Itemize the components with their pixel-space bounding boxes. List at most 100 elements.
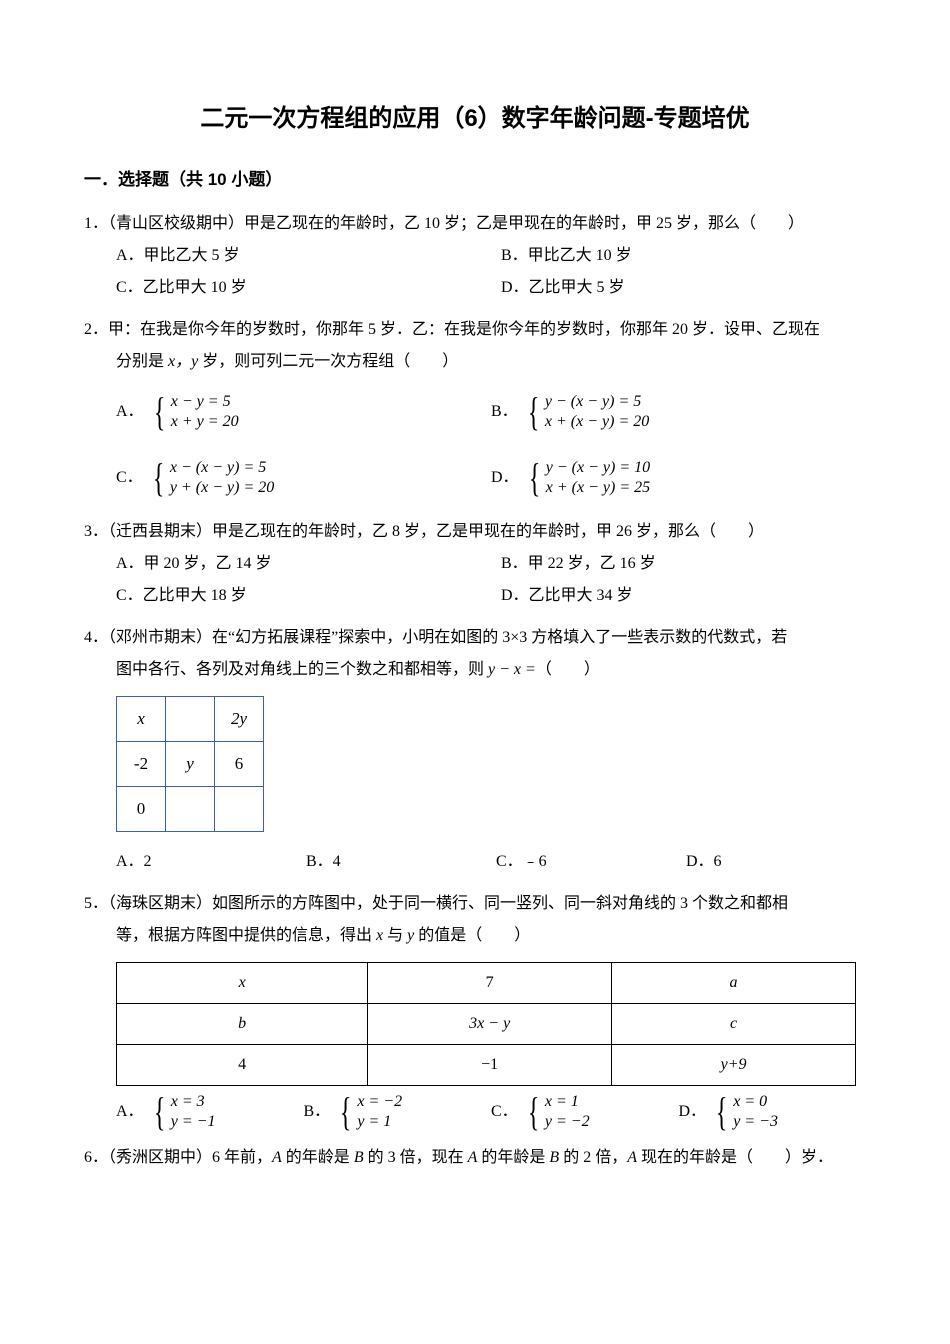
q5-options: A． { x = 3 y = −1 B． { x = −2 y = 1 C． [84, 1092, 866, 1132]
q5-mid: 与 [383, 927, 407, 944]
eq-line: y − (x − y) = 10 [546, 458, 650, 478]
table-row: -2 y 6 [117, 741, 264, 786]
grid-cell: 2y [215, 696, 264, 741]
eq-line: x + (x − y) = 25 [546, 478, 650, 498]
q5-opt-d: D． { x = 0 y = −3 [679, 1092, 867, 1132]
q6-pre: 6．（秀洲区期中）6 年前， [84, 1149, 272, 1166]
eq-line: y = −2 [545, 1112, 590, 1132]
table-row: 4 −1 y+9 [117, 1044, 856, 1085]
eq-line: x + y = 20 [171, 412, 239, 432]
left-brace-icon: { [153, 392, 165, 432]
equation-system: { y − (x − y) = 10 x + (x − y) = 25 [525, 458, 651, 498]
eq-line: x = 3 [171, 1092, 216, 1112]
table-row: 0 [117, 786, 264, 831]
grid-cell [215, 786, 264, 831]
q5-table: x 7 a b 3x − y c 4 −1 y+9 [116, 962, 856, 1086]
q5-c-label: C． [491, 1096, 518, 1128]
q2-b-label: B． [491, 396, 518, 428]
left-brace-icon: { [528, 1092, 540, 1132]
q2-stem-line2: 分别是 x，y 岁，则可列二元一次方程组（ ） [84, 346, 866, 378]
q6-tail: 岁． [801, 1149, 833, 1166]
table-row: x 2y [117, 696, 264, 741]
grid-cell: -2 [117, 741, 166, 786]
left-brace-icon: { [153, 1092, 165, 1132]
q1-stem: 1．（青山区校级期中）甲是乙现在的年龄时，乙 10 岁；乙是甲现在的年龄时，甲 … [84, 208, 866, 240]
q6-A3: A [627, 1149, 637, 1166]
equation-system: { x = 0 y = −3 [712, 1092, 778, 1132]
q3-opt-b: B．甲 22 岁，乙 16 岁 [501, 548, 866, 580]
q6-mid3: 的年龄是 [477, 1149, 549, 1166]
q2-opt-b: B． { y − (x − y) = 5 x + (x − y) = 20 [491, 392, 866, 432]
equation-system: { x − y = 5 x + y = 20 [150, 392, 239, 432]
eq-line: y = −1 [171, 1112, 216, 1132]
table-row: x 7 a [117, 962, 856, 1003]
q2-opt-c: C． { x − (x − y) = 5 y + (x − y) = 20 [116, 458, 491, 498]
left-brace-icon: { [528, 458, 540, 498]
q6-mid4: 的 2 倍， [559, 1149, 627, 1166]
q5-a-label: A． [116, 1096, 144, 1128]
system-lines: x = 3 y = −1 [171, 1092, 216, 1132]
system-lines: x − (x − y) = 5 y + (x − y) = 20 [170, 458, 274, 498]
blank-paren: （ ） [536, 654, 600, 686]
system-lines: y − (x − y) = 5 x + (x − y) = 20 [545, 392, 649, 432]
q6-mid2: 的 3 倍，现在 [364, 1149, 468, 1166]
q5-opt-b: B． { x = −2 y = 1 [304, 1092, 492, 1132]
q2-opt-a: A． { x − y = 5 x + y = 20 [116, 392, 491, 432]
q6-mid5: 现在的年龄是 [637, 1149, 737, 1166]
q4-opt-d: D．6 [686, 846, 866, 878]
grid-cell [166, 696, 215, 741]
q2-stem2-pre: 分别是 [116, 353, 168, 370]
table-row: b 3x − y c [117, 1003, 856, 1044]
q4-grid: x 2y -2 y 6 0 [116, 696, 264, 832]
q4-options: A．2 B．4 C．﹣6 D．6 [84, 846, 866, 878]
question-4: 4．（邓州市期末）在“幻方拓展课程”探索中，小明在如图的 3×3 方格填入了一些… [84, 622, 866, 878]
table-cell: x [117, 962, 368, 1003]
left-brace-icon: { [528, 392, 540, 432]
table-cell: b [117, 1003, 368, 1044]
equation-system: { y − (x − y) = 5 x + (x − y) = 20 [524, 392, 650, 432]
q2-stem2-post: 岁，则可列二元一次方程组 [198, 353, 394, 370]
equation-system: { x = −2 y = 1 [336, 1092, 402, 1132]
q1-options: A．甲比乙大 5 岁 B．甲比乙大 10 岁 C．乙比甲大 10 岁 D．乙比甲… [84, 240, 866, 304]
eq-line: y = 1 [357, 1112, 402, 1132]
q3-opt-a: A．甲 20 岁，乙 14 岁 [116, 548, 481, 580]
blank-paren: （ ） [737, 1142, 801, 1174]
eq-line: y − (x − y) = 5 [545, 392, 649, 412]
q6-B1: B [354, 1149, 364, 1166]
grid-cell [166, 786, 215, 831]
eq-line: y = −3 [733, 1112, 778, 1132]
q1-opt-c: C．乙比甲大 10 岁 [116, 272, 481, 304]
system-lines: x − y = 5 x + y = 20 [171, 392, 239, 432]
system-lines: y − (x − y) = 10 x + (x − y) = 25 [546, 458, 650, 498]
grid-cell: 0 [117, 786, 166, 831]
table-cell: 3x − y [368, 1003, 612, 1044]
q3-stem: 3．（迁西县期末）甲是乙现在的年龄时，乙 8 岁，乙是甲现在的年龄时，甲 26 … [84, 516, 866, 548]
q5-d-label: D． [679, 1096, 707, 1128]
system-lines: x = 0 y = −3 [733, 1092, 778, 1132]
q5-stem-line2: 等，根据方阵图中提供的信息，得出 x 与 y 的值是（ ） [84, 920, 866, 952]
equation-system: { x = 1 y = −2 [524, 1092, 590, 1132]
q3-opt-c: C．乙比甲大 18 岁 [116, 580, 481, 612]
page-title: 二元一次方程组的应用（6）数字年龄问题-专题培优 [84, 100, 866, 138]
question-6: 6．（秀洲区期中）6 年前，A 的年龄是 B 的 3 倍，现在 A 的年龄是 B… [84, 1142, 866, 1174]
q4-opt-a: A．2 [116, 846, 296, 878]
table-cell: c [612, 1003, 856, 1044]
q6-B2: B [549, 1149, 559, 1166]
q4-opt-b: B．4 [306, 846, 486, 878]
table-cell: 4 [117, 1044, 368, 1085]
table-cell: a [612, 962, 856, 1003]
eq-line: x = 0 [733, 1092, 778, 1112]
question-1: 1．（青山区校级期中）甲是乙现在的年龄时，乙 10 岁；乙是甲现在的年龄时，甲 … [84, 208, 866, 304]
q3-options: A．甲 20 岁，乙 14 岁 B．甲 22 岁，乙 16 岁 C．乙比甲大 1… [84, 548, 866, 612]
equation-system: { x − (x − y) = 5 y + (x − y) = 20 [149, 458, 275, 498]
q2-opt-d: D． { y − (x − y) = 10 x + (x − y) = 25 [491, 458, 866, 498]
table-cell: −1 [368, 1044, 612, 1085]
eq-line: x − (x − y) = 5 [170, 458, 274, 478]
eq-line: x = −2 [357, 1092, 402, 1112]
question-2: 2．甲：在我是你今年的岁数时，你那年 5 岁．乙：在我是你今年的岁数时，你那年 … [84, 314, 866, 498]
q6-A2: A [468, 1149, 478, 1166]
blank-paren: （ ） [394, 346, 458, 378]
q5-stem-line1: 5．（海珠区期末）如图所示的方阵图中，处于同一横行、同一竖列、同一斜对角线的 3… [84, 888, 866, 920]
q5-stem2-pre: 等，根据方阵图中提供的信息，得出 [116, 927, 376, 944]
q6-stem: 6．（秀洲区期中）6 年前，A 的年龄是 B 的 3 倍，现在 A 的年龄是 B… [84, 1142, 866, 1174]
